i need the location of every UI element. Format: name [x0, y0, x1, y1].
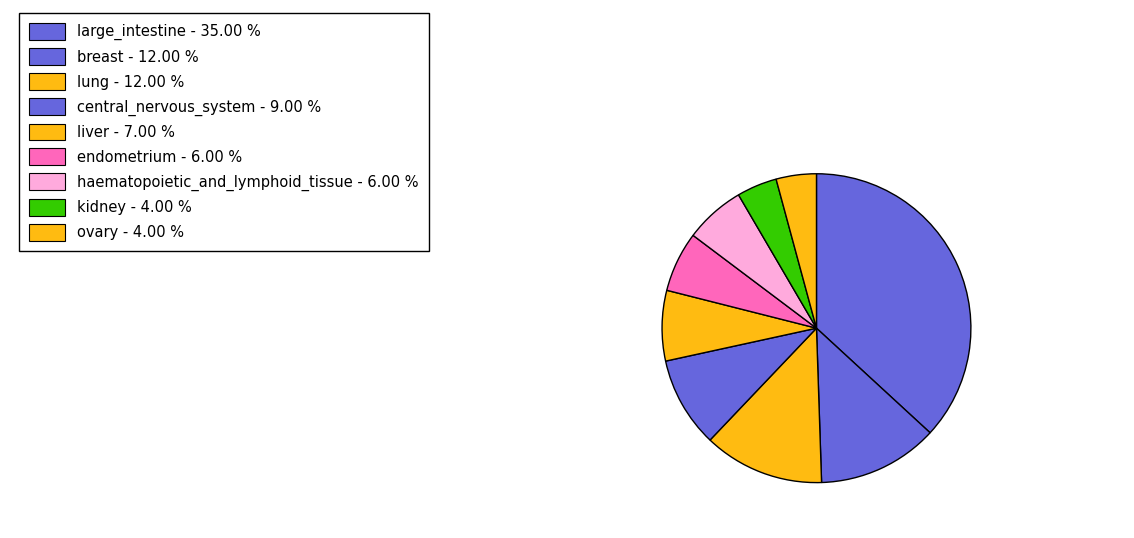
Wedge shape [816, 328, 930, 483]
Legend: large_intestine - 35.00 %, breast - 12.00 %, lung - 12.00 %, central_nervous_sys: large_intestine - 35.00 %, breast - 12.0… [18, 13, 429, 251]
Wedge shape [693, 195, 816, 328]
Wedge shape [776, 174, 816, 328]
Wedge shape [738, 179, 816, 328]
Wedge shape [667, 235, 816, 328]
Wedge shape [710, 328, 822, 483]
Wedge shape [662, 291, 816, 361]
Wedge shape [666, 328, 816, 440]
Wedge shape [816, 174, 971, 433]
